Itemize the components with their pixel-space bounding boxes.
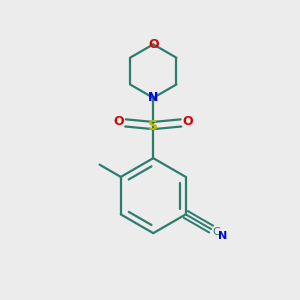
Text: O: O bbox=[113, 115, 124, 128]
Text: N: N bbox=[218, 231, 228, 241]
Text: O: O bbox=[183, 115, 194, 128]
Text: N: N bbox=[148, 91, 158, 104]
Text: C: C bbox=[212, 227, 220, 237]
Text: O: O bbox=[148, 38, 159, 51]
Text: S: S bbox=[148, 118, 158, 133]
